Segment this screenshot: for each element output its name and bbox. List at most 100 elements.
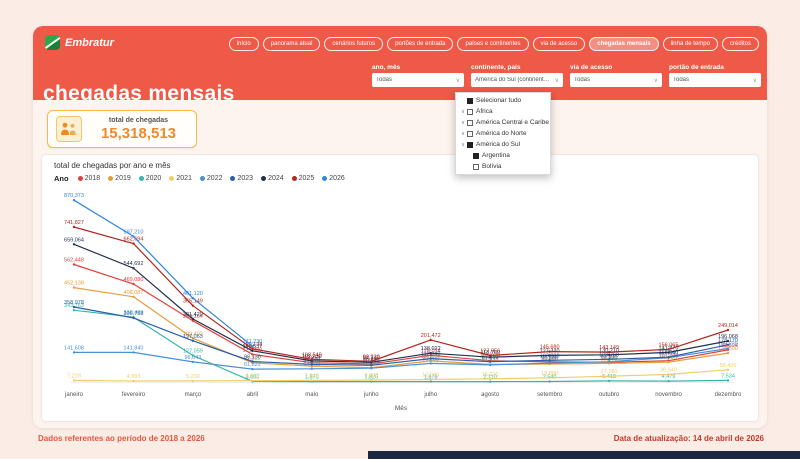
embratur-logo-icon [45, 35, 60, 50]
data-label-2018: 562,448 [64, 258, 84, 264]
data-point-2024 [251, 349, 254, 352]
filter-group-continente-pais: continente, país América do Sul (continen… [471, 64, 563, 87]
month-label-julho: julho [423, 392, 437, 398]
filter-select-via-de-acesso[interactable]: Todas ∨ [570, 73, 662, 87]
data-point-2023 [607, 358, 611, 361]
legend-title: Ano [54, 174, 69, 183]
dropdown-item-label: Bolívia [482, 163, 502, 170]
data-label-2021: 4,993 [127, 374, 141, 380]
checkbox-bolivia[interactable] [473, 163, 479, 170]
nav-item-creditos[interactable]: créditos [721, 37, 759, 51]
legend-item-2025[interactable]: 2025 [291, 175, 314, 182]
nav-item-linha-de-tempo[interactable]: linha de tempo [662, 37, 718, 51]
legend-item-2023[interactable]: 2023 [230, 175, 253, 182]
legend-label: 2024 [268, 175, 284, 182]
data-label-2021: 7,228 [67, 374, 81, 380]
data-label-2020: 1,878 [424, 375, 438, 381]
data-label-2024: 130,210 [599, 348, 619, 354]
legend-item-2018[interactable]: 2018 [77, 175, 100, 182]
legend-item-2024[interactable]: 2024 [261, 175, 284, 182]
data-label-2024: 301,420 [183, 312, 203, 318]
data-point-2021 [489, 377, 492, 380]
expand-chevron-icon[interactable]: ∨ [460, 119, 466, 126]
checkbox-africa[interactable] [467, 108, 473, 115]
nav-item-chegadas-mensais[interactable]: chegadas mensais [589, 37, 659, 51]
legend-label: 2022 [206, 175, 223, 182]
nav-item-portoes-de-entrada[interactable]: portões de entrada [387, 37, 454, 51]
chevron-down-icon: ∨ [554, 77, 559, 84]
footer: Dados referentes ao período de 2018 a 20… [38, 434, 764, 443]
dropdown-item-america-do-sul[interactable]: ∨ América do Sul [456, 139, 550, 150]
data-label-2025: 249,014 [718, 323, 738, 329]
data-point-2023 [489, 360, 492, 363]
data-point-2020 [548, 380, 551, 383]
nav-item-panorama-atual[interactable]: panorama atual [262, 37, 321, 51]
checkbox-america-do-norte[interactable] [467, 130, 473, 137]
data-label-2020: 1,820 [364, 375, 378, 381]
legend-item-2026[interactable]: 2026 [322, 175, 345, 182]
data-label-2024: 138,022 [421, 346, 441, 352]
data-point-2018 [310, 361, 313, 364]
expand-chevron-icon[interactable]: ∨ [460, 141, 466, 148]
data-point-2019 [726, 351, 730, 355]
data-label-2022: 61,822 [244, 362, 261, 368]
data-point-2022 [607, 360, 611, 363]
legend-dot-icon [169, 176, 175, 181]
chevron-down-icon: ∨ [752, 77, 757, 84]
kpi-label: total de chegadas [108, 116, 169, 124]
filter-select-continente-pais[interactable]: América do Sul (continentes) + A...∨ [471, 73, 563, 87]
checkbox-america-central-e-caribe[interactable] [467, 119, 473, 126]
data-point-2018 [429, 354, 432, 357]
nav-item-inicio[interactable]: início [228, 37, 259, 51]
dropdown-item-africa[interactable]: ∨ África [456, 106, 550, 117]
legend-dot-icon [261, 176, 267, 181]
data-point-2022 [370, 367, 373, 370]
dropdown-item-label: América Central e Caribe [476, 119, 549, 126]
data-label-2023: 98,130 [244, 355, 261, 361]
dropdown-item-argentina[interactable]: Argentina [456, 150, 550, 161]
checkbox-america-do-sul[interactable] [467, 141, 473, 148]
data-point-2022 [429, 362, 432, 365]
checkbox-argentina[interactable] [473, 152, 479, 159]
expand-chevron-icon[interactable]: ∨ [460, 108, 466, 115]
data-label-2026: 401,120 [183, 291, 203, 297]
dropdown-item-bolivia[interactable]: Bolívia [456, 161, 550, 172]
dropdown-item-america-central-e-caribe[interactable]: ∨ América Central e Caribe [456, 117, 550, 128]
expand-chevron-icon[interactable]: ∨ [460, 130, 466, 137]
data-point-2025 [132, 242, 135, 245]
nav-item-via-de-acesso[interactable]: via de acesso [532, 37, 586, 51]
nav-item-paises-e-continentes[interactable]: países e continentes [457, 37, 529, 51]
data-label-2025: 741,827 [64, 220, 84, 226]
data-point-2026 [132, 235, 135, 238]
legend-item-2019[interactable]: 2019 [108, 175, 131, 182]
dropdown-item-america-do-norte[interactable]: ∨ América do Norte [456, 128, 550, 139]
filter-label: continente, país [471, 64, 521, 71]
dropdown-item-selecionar-tudo[interactable]: Selecionar tudo [456, 95, 550, 106]
legend-item-2022[interactable]: 2022 [199, 175, 223, 182]
data-label-2021: 7,840 [305, 373, 319, 379]
total-arrivals-card: total de chegadas 15,318,513 [47, 110, 197, 148]
data-point-2021 [72, 379, 76, 382]
dropdown-item-label: América do Norte [476, 130, 527, 137]
data-point-2025 [607, 350, 611, 354]
page-title: chegadas mensais [43, 82, 235, 106]
nav-item-cenarios-futuros[interactable]: cenários futuros [324, 37, 384, 51]
filter-select-portao-de-entrada[interactable]: Todas ∨ [669, 73, 761, 87]
data-label-2021: 5,230 [186, 374, 200, 380]
legend-item-2020[interactable]: 2020 [138, 175, 161, 182]
data-point-2019 [607, 362, 611, 365]
data-point-2025 [370, 360, 373, 363]
checkbox-selecionar-tudo[interactable] [467, 97, 473, 104]
data-label-2026: 697,210 [124, 229, 144, 235]
dropdown-item-label: Argentina [482, 152, 510, 159]
dashboard-canvas: Embratur início panorama atual cenários fu… [33, 26, 767, 428]
series-line-2025 [73, 226, 729, 362]
data-point-2023 [548, 359, 551, 362]
dropdown-item-label: América do Sul [476, 141, 521, 148]
filter-select-ano-mes[interactable]: Todas ∨ [372, 73, 464, 87]
data-label-2020: 127,059 [183, 349, 203, 355]
brand-logo: Embratur [45, 35, 114, 50]
month-label-junho: junho [363, 392, 379, 398]
legend-item-2021[interactable]: 2021 [169, 175, 192, 182]
continent-country-dropdown: Selecionar tudo ∨ África ∨ América Central e… [455, 92, 551, 175]
